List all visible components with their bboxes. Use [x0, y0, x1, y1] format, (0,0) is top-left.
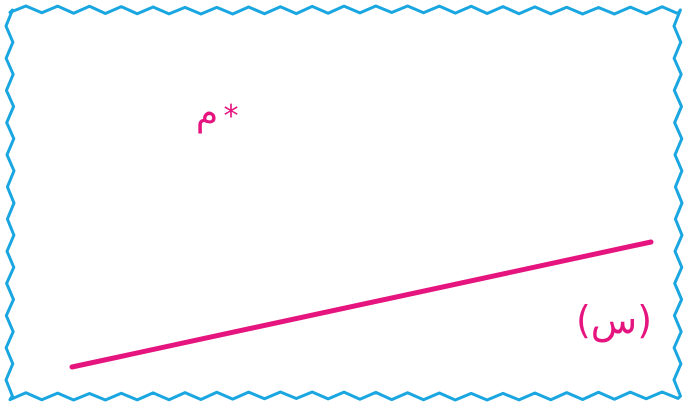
- point-label: م: [196, 93, 218, 134]
- line-segment-s: [69, 239, 654, 370]
- line-label: (س): [576, 298, 652, 342]
- point-marker: *: [224, 99, 239, 134]
- wavy-border-frame: [4, 4, 684, 402]
